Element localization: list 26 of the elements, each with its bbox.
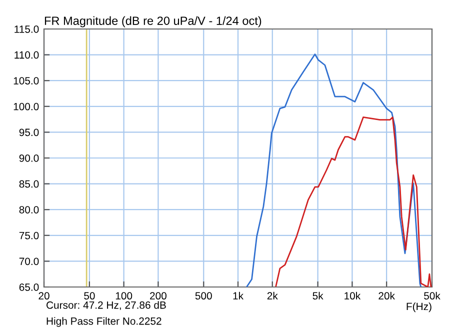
- y-tick-label: 110.0: [14, 51, 39, 59]
- x-tick-label: 50k: [424, 292, 440, 300]
- text: High Pass Filter No.2252: [46, 317, 162, 327]
- chart-title: FR Magnitude (dB re 20 uPa/V - 1/24 oct): [44, 16, 262, 28]
- x-tick-label: 5k: [312, 292, 324, 300]
- x-tick-label: 2k: [267, 292, 278, 300]
- y-tick-label: 105.0: [14, 77, 39, 84]
- x-tick-label: 1k: [233, 292, 244, 300]
- y-tick-label: 75.0: [19, 232, 39, 240]
- y-tick-label: 115.0: [14, 26, 39, 33]
- x-tick-label: 100: [116, 292, 132, 300]
- y-tick-label: 90.0: [19, 154, 39, 162]
- y-tick-label: 85.0: [19, 180, 39, 188]
- y-tick-label: 70.0: [19, 258, 39, 266]
- y-tick-label: 80.0: [19, 206, 39, 214]
- x-tick-label: 20: [38, 292, 50, 300]
- x-tick-label: 500: [195, 292, 212, 300]
- x-axis-title: F(Hz): [406, 302, 432, 312]
- y-tick-label: 100.0: [14, 102, 39, 110]
- x-tick-label: 50: [84, 292, 95, 300]
- x-tick-label: 20k: [378, 292, 395, 300]
- y-tick-label: 95.0: [19, 128, 39, 136]
- text: Cursor: 47.2 Hz, 27.86 dB: [46, 301, 166, 310]
- y-tick-label: 65.0: [19, 284, 39, 291]
- x-tick-label: 10k: [344, 292, 361, 300]
- x-tick-label: 200: [150, 292, 166, 300]
